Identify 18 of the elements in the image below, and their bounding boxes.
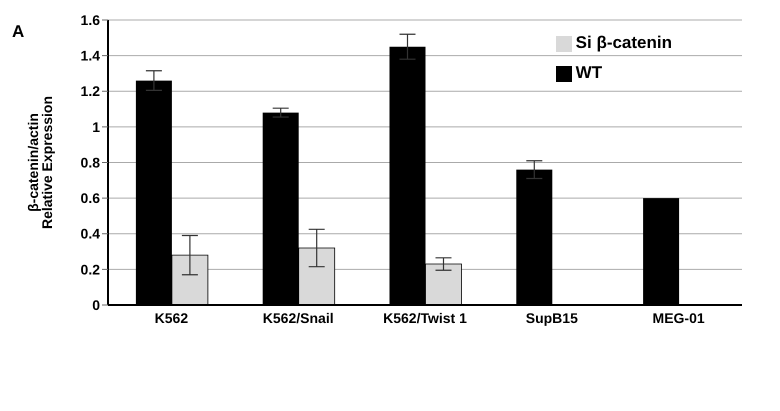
text: A (12, 22, 24, 42)
y-tick-label: 1.2 (80, 83, 100, 100)
y-tick-label: 0 (92, 296, 100, 313)
y-tick-label: 1.6 (80, 12, 100, 28)
x-tick-label: K562/Twist 1 (383, 310, 468, 326)
x-tick-label: SupB15 (526, 310, 578, 326)
y-tick-label: 1.4 (80, 48, 100, 64)
legend-label: Si β-catenin (576, 33, 672, 52)
y-tick-label: 1 (92, 118, 100, 135)
x-tick-label: K562 (154, 310, 188, 326)
legend-label: WT (576, 63, 602, 82)
x-tick-label: MEG-01 (652, 310, 705, 326)
y-tick-label: 0.6 (80, 190, 100, 206)
x-tick-label: K562/Snail (262, 310, 334, 326)
y-tick-label: 0.2 (80, 261, 100, 278)
y-tick-label: 0.8 (80, 154, 100, 170)
y-axis-title: β-catenin/actin Relative Expression (24, 96, 55, 230)
y-tick-label: 0.4 (80, 226, 100, 242)
